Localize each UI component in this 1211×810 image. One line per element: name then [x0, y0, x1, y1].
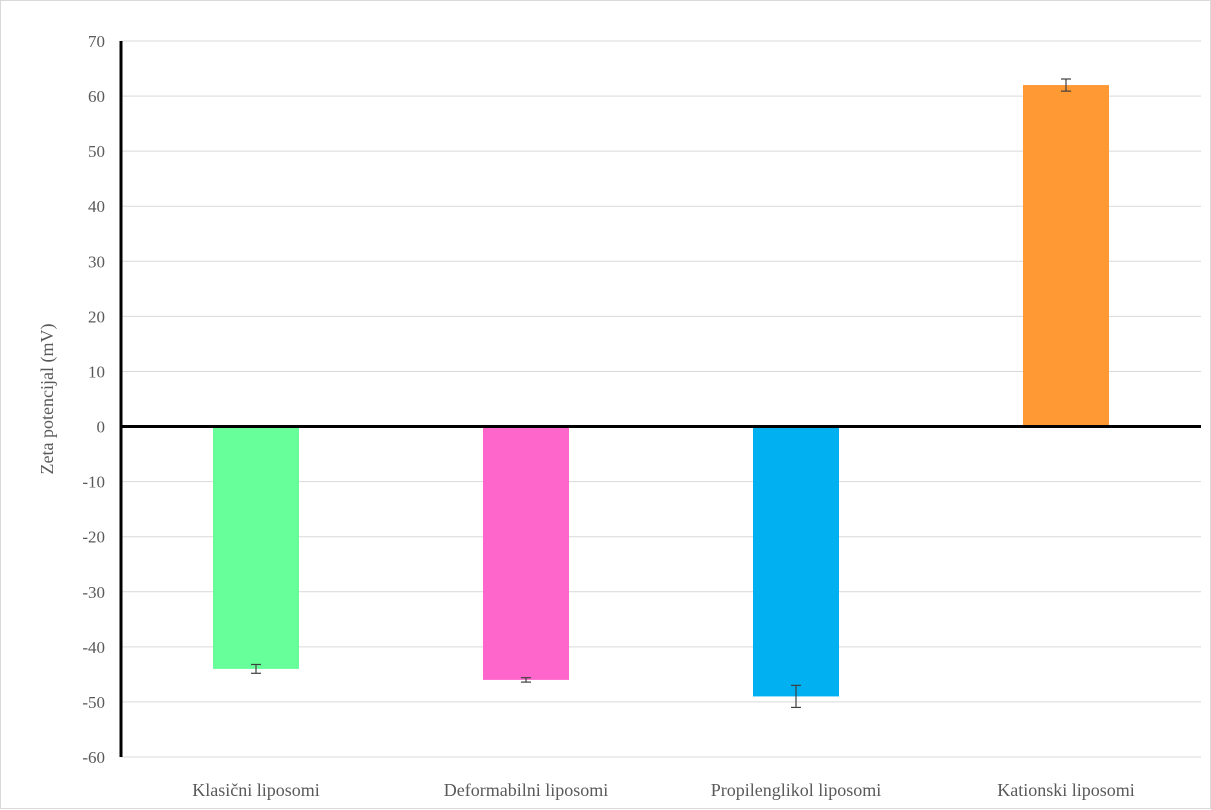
y-tick-label: 50	[88, 142, 105, 161]
y-tick-label: -40	[82, 638, 105, 657]
bar	[1023, 85, 1109, 427]
axes	[119, 41, 1201, 757]
y-tick-label: -60	[82, 748, 105, 767]
gridlines	[121, 40, 1201, 758]
y-tick-label: -30	[82, 583, 105, 602]
bar	[213, 426, 299, 669]
y-tick-label: 0	[97, 418, 106, 437]
y-tick-labels: 70 60 50 40 30 20 10 0 -10 -20 -30 -40 -50 -60	[82, 32, 105, 767]
bar	[753, 426, 839, 697]
bars	[213, 85, 1109, 697]
y-tick-label: 10	[88, 362, 105, 381]
y-axis-title: Zeta potencijal (mV)	[37, 324, 58, 475]
y-tick-label: 20	[88, 307, 105, 326]
y-tick-label: 60	[88, 87, 105, 106]
y-tick-label: 70	[88, 32, 105, 51]
y-tick-label: -10	[82, 473, 105, 492]
y-tick-label: 40	[88, 197, 105, 216]
x-category-labels: Klasični liposomi Deformabilni liposomi Pr…	[192, 780, 1135, 800]
y-tick-label: -20	[82, 528, 105, 547]
y-tick-label: 30	[88, 252, 105, 271]
bar	[483, 426, 569, 680]
x-category-label: Propilenglikol liposomi	[711, 780, 882, 800]
error-bars	[251, 78, 1071, 709]
y-tick-label: -50	[82, 693, 105, 712]
x-category-label: Klasični liposomi	[192, 780, 320, 800]
x-category-label: Deformabilni liposomi	[444, 780, 608, 800]
x-category-label: Kationski liposomi	[997, 780, 1135, 800]
